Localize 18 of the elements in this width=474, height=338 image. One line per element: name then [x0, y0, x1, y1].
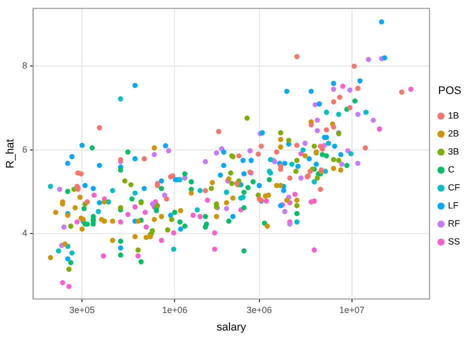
legend-label: SS — [448, 236, 460, 247]
legend-label: CF — [448, 182, 460, 193]
legend-label: RF — [448, 218, 460, 229]
y-tick-label: 4 — [22, 228, 28, 238]
x-tick-label: 1e+06 — [162, 304, 188, 315]
x-axis-title: salary — [216, 321, 247, 334]
x-tick-label: 1e+07 — [339, 304, 365, 315]
legend-label: C — [448, 164, 455, 175]
y-tick-label: 8 — [22, 60, 28, 71]
legend-label: 2B — [448, 128, 460, 139]
x-tick-label: 3e+06 — [246, 304, 272, 315]
legend-label: 1B — [448, 110, 460, 121]
x-tick-label: 3e+05 — [69, 304, 95, 315]
legend-label: LF — [448, 200, 459, 211]
legend-label: 3B — [448, 146, 460, 157]
y-axis-title: R_hat — [4, 139, 17, 168]
legend-title: POS — [438, 84, 462, 97]
y-tick-label: 6 — [22, 144, 28, 154]
